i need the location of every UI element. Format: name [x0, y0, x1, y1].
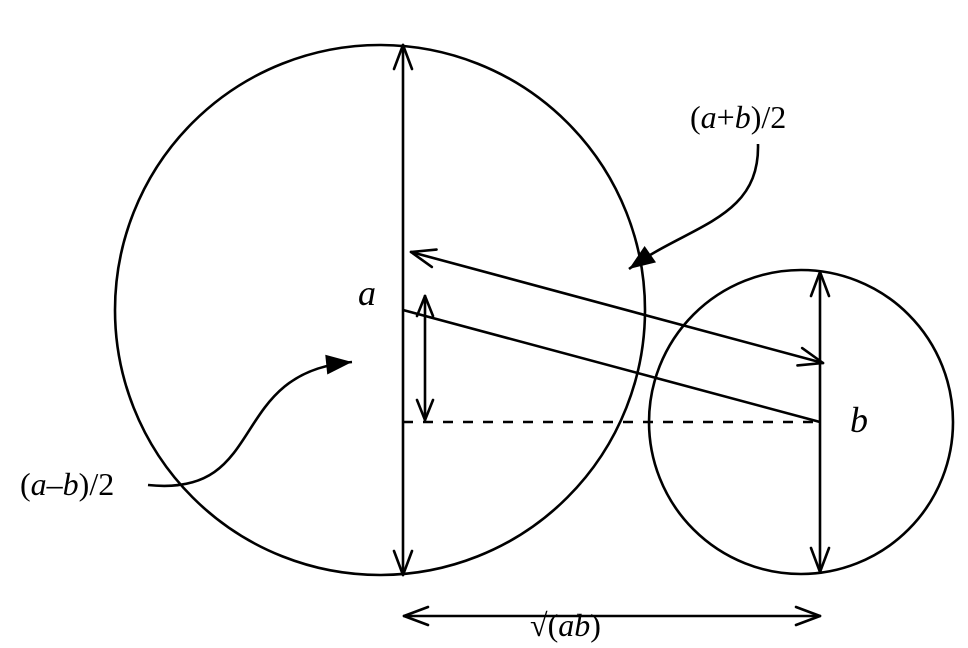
mean-inequality-diagram: a b (a+b)/2 (a–b)/2 √(ab) — [0, 0, 968, 648]
label-half-difference: (a–b)/2 — [20, 466, 114, 502]
background — [0, 0, 968, 648]
label-geometric-mean: √(ab) — [530, 607, 601, 643]
label-arithmetic-mean: (a+b)/2 — [690, 99, 786, 135]
label-a: a — [358, 273, 376, 313]
label-b: b — [850, 400, 868, 440]
diagram-root: a b (a+b)/2 (a–b)/2 √(ab) — [0, 0, 968, 648]
